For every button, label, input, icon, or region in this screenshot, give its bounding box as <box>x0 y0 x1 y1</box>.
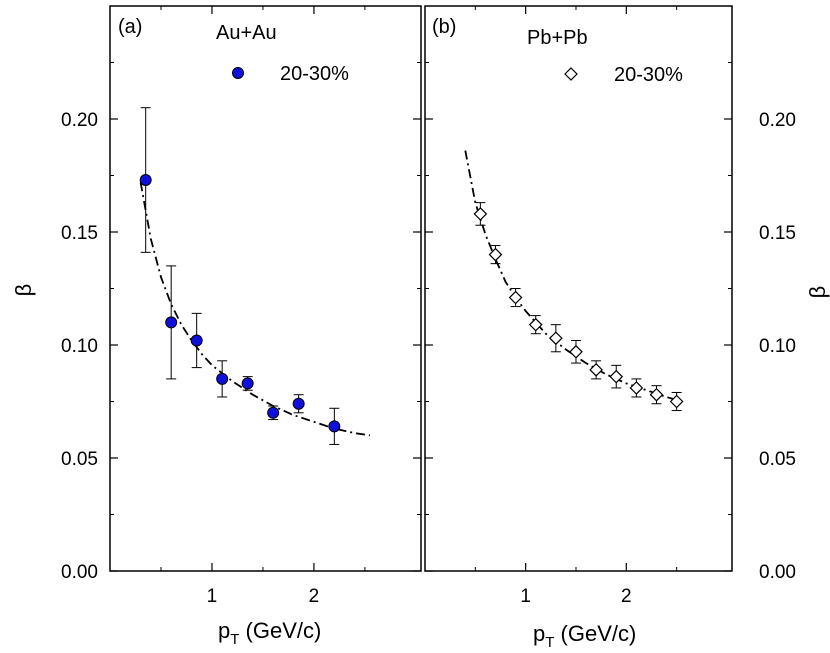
panel-b-label: (b) <box>432 16 456 38</box>
panel-b-ytick-label: 0.20 <box>759 110 796 131</box>
panel-b-ticks: 0.00 0.05 0.10 0.15 0.20 1 2 <box>425 6 796 607</box>
panel-b-data-point <box>589 363 603 377</box>
panel-b-x-axis-title-main: p <box>533 621 545 646</box>
panel-b-ytick-label: 0.10 <box>759 336 796 357</box>
panel-a-data-point <box>241 377 254 390</box>
panel-a-data-point <box>328 420 341 433</box>
panel-a-system: Au+Au <box>216 22 277 44</box>
panel-b-data-point <box>508 290 523 305</box>
panel-b: 0.00 0.05 0.10 0.15 0.20 1 2 (b) Pb+Pb 20-30% <box>424 5 796 607</box>
panel-a-data-point <box>139 174 152 187</box>
panel-b-legend-text: 20-30% <box>614 64 683 86</box>
panel-b-x-axis-title: pT (GeV/c) <box>533 621 636 651</box>
panel-b-ytick-label: 0.00 <box>759 562 796 583</box>
panel-b-frame <box>424 5 733 572</box>
panel-b-fit-line <box>464 150 682 403</box>
panel-b-data-point <box>669 394 684 409</box>
panel-a-label: (a) <box>118 16 142 38</box>
panel-b-data-point <box>473 207 488 221</box>
panel-a: 0.00 0.05 0.10 0.15 0.20 1 2 (a) Au+Au 20-30% <box>61 5 422 607</box>
panel-b-data-point <box>528 317 543 332</box>
panel-b-y-axis-title: β <box>805 286 830 299</box>
panel-a-ytick-label: 0.20 <box>61 110 98 131</box>
panel-a-x-axis-title-main: p <box>218 618 230 643</box>
panel-a-data-point <box>216 372 229 385</box>
panel-a-x-axis-title-unit: (GeV/c) <box>239 618 321 643</box>
panel-a-ytick-label: 0.05 <box>61 449 98 470</box>
panel-b-x-axis-title-unit: (GeV/c) <box>554 621 636 646</box>
panel-b-xtick-label: 2 <box>621 586 632 607</box>
panel-a-points <box>139 107 341 445</box>
panel-b-data-point <box>549 331 563 346</box>
panel-b-legend-marker <box>564 67 578 81</box>
panel-a-data-point <box>292 397 305 410</box>
panel-a-ytick-label: 0.15 <box>61 223 98 244</box>
panel-a-data-point <box>190 334 203 347</box>
panel-b-ytick-label: 0.05 <box>759 449 796 470</box>
panel-b-data-point <box>569 344 583 359</box>
panel-a-ticks: 0.00 0.05 0.10 0.15 0.20 1 2 <box>61 6 421 607</box>
panel-a-xtick-label: 2 <box>309 586 320 607</box>
panel-a-legend-text: 20-30% <box>280 63 349 85</box>
panel-b-data-point <box>488 247 503 262</box>
panel-a-frame <box>109 5 422 572</box>
panel-a-y-axis-title: β <box>11 284 36 297</box>
panel-a-fit-curve <box>139 182 371 437</box>
panel-a-fit-line <box>139 182 371 437</box>
panel-b-fit-curve <box>464 150 682 403</box>
panel-a-legend-marker <box>232 67 244 79</box>
panel-a-ytick-label: 0.10 <box>61 336 98 357</box>
panel-b-xtick-label: 1 <box>520 586 531 607</box>
panel-b-system: Pb+Pb <box>527 27 588 49</box>
panel-b-data-point <box>649 387 664 402</box>
panel-a-ytick-label: 0.00 <box>61 562 98 583</box>
panel-b-points <box>473 202 684 412</box>
panel-a-data-point <box>267 406 280 419</box>
panel-b-ytick-label: 0.15 <box>759 223 796 244</box>
panel-a-data-point <box>165 316 178 329</box>
panel-b-data-point <box>609 369 624 384</box>
panel-a-x-axis-title: pT (GeV/c) <box>218 618 321 648</box>
panel-b-x-axis-title-sub: T <box>545 634 554 651</box>
panel-b-data-point <box>629 381 644 395</box>
panel-a-xtick-label: 1 <box>207 586 218 607</box>
panel-a-x-axis-title-sub: T <box>230 631 239 648</box>
